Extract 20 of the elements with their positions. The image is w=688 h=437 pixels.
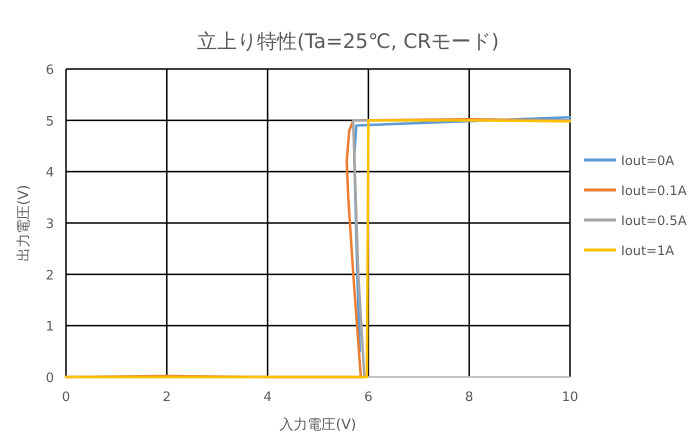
y-tick-label: 3 <box>46 217 54 232</box>
x-tick-label: 2 <box>162 390 171 405</box>
x-tick-label: 10 <box>562 390 578 405</box>
x-tick-label: 6 <box>364 390 373 405</box>
x-tick-label: 0 <box>62 390 70 405</box>
y-tick-label: 2 <box>46 268 54 284</box>
legend-label: Iout=0.5A <box>621 214 687 229</box>
y-tick-label: 0 <box>46 371 54 386</box>
legend-label: Iout=0.1A <box>621 184 687 199</box>
legend-label: Iout=1A <box>621 244 674 259</box>
legend-label: Iout=0A <box>621 154 674 169</box>
y-tick-label: 4 <box>46 166 54 181</box>
y-tick-label: 6 <box>46 63 54 78</box>
x-tick-label: 8 <box>465 390 474 405</box>
x-axis-title: 入力電圧(V) <box>280 417 356 433</box>
x-tick-label: 4 <box>263 390 272 405</box>
y-tick-label: 1 <box>46 320 54 335</box>
y-tick-label: 5 <box>46 114 54 130</box>
y-axis-title: 出力電圧(V) <box>16 184 32 262</box>
chart-title: 立上り特性(Ta=25℃, CRモード) <box>196 29 500 53</box>
